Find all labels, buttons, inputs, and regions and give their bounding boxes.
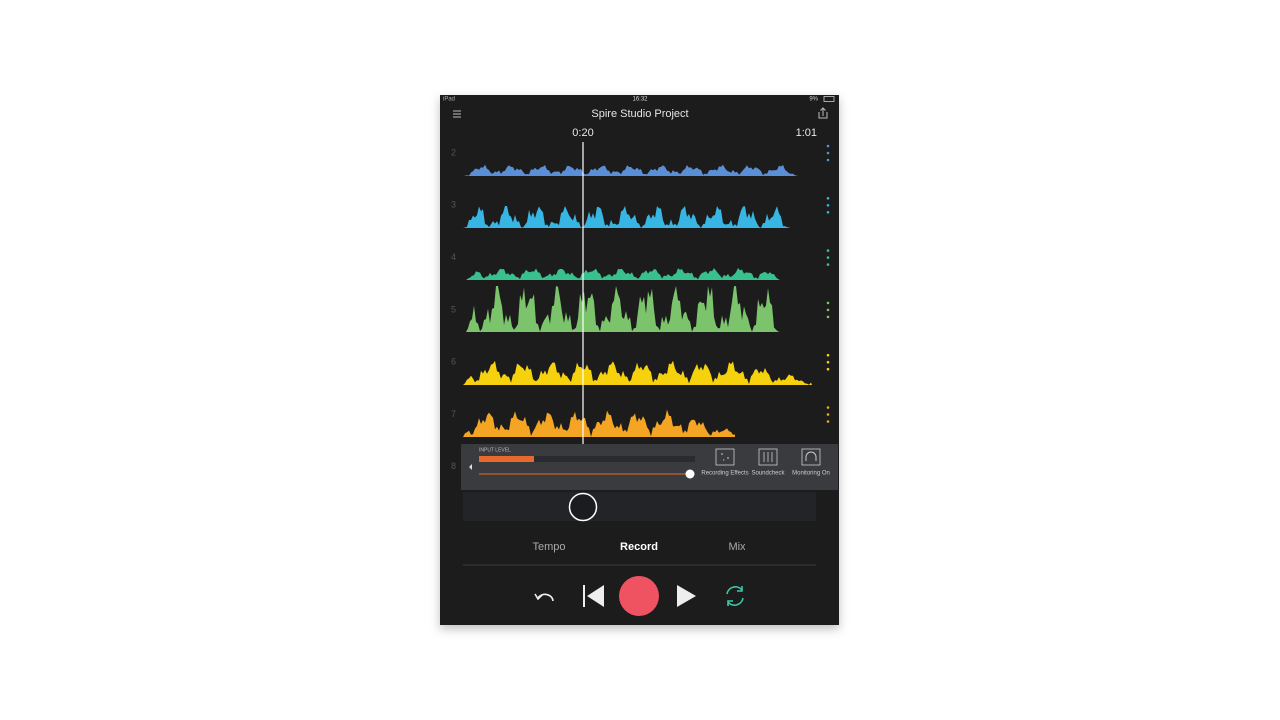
button-label: Recording Effects: [701, 471, 748, 477]
button-label: Monitoring On: [792, 471, 830, 477]
track-menu-dot: [826, 315, 830, 319]
track-menu-dot: [826, 204, 830, 207]
soundcheck-button[interactable]: Soundcheck: [751, 448, 786, 477]
track-menu-dot: [826, 151, 830, 155]
waveform: [463, 360, 812, 385]
track-number: 4: [451, 252, 456, 262]
gain-slider-knob[interactable]: [685, 469, 695, 479]
share-button[interactable]: [818, 107, 828, 119]
scrub-handle[interactable]: [568, 492, 598, 522]
current-time: 0:20: [572, 127, 593, 139]
track-menu-dot: [826, 420, 830, 423]
button-label: Soundcheck: [751, 471, 785, 477]
track-menu-dot: [826, 301, 830, 305]
track-menu-dot: [826, 353, 830, 357]
panel-collapse[interactable]: [469, 464, 472, 470]
track-menu-dot: [826, 263, 830, 266]
waveform: [466, 268, 780, 280]
track-menu-dot: [826, 158, 830, 162]
track-menu-dot: [826, 197, 830, 200]
track-number: 5: [451, 304, 456, 314]
play-button[interactable]: [677, 585, 696, 607]
track-number: 3: [451, 200, 456, 210]
status-time: 16:32: [632, 97, 648, 103]
device-screen: [440, 95, 839, 625]
end-time: 1:01: [796, 127, 817, 139]
track-number: 7: [451, 409, 456, 419]
loop-button[interactable]: [726, 586, 744, 606]
track-menu-dot: [826, 308, 830, 312]
input-level-track: [479, 456, 695, 462]
monitoring-button[interactable]: Monitoring On: [792, 448, 830, 477]
track-menu-dot: [826, 406, 830, 409]
tab-tempo[interactable]: Tempo: [532, 541, 565, 553]
track-menu-dot: [826, 367, 830, 371]
undo-button[interactable]: [534, 593, 554, 602]
track-menu-dot: [826, 256, 830, 259]
track-number: 6: [451, 357, 456, 367]
input-level-label: INPUT LEVEL: [479, 447, 511, 453]
project-title: Spire Studio Project: [591, 108, 688, 120]
waveform: [463, 206, 790, 228]
menu-button[interactable]: [453, 110, 461, 118]
tab-mix[interactable]: Mix: [728, 541, 746, 553]
record-button[interactable]: [619, 576, 659, 616]
scrub-strip: [463, 492, 816, 521]
track-area: 2 3 4 5 6 7 8: [451, 144, 830, 471]
track-menu-dot: [826, 360, 830, 364]
recording-effects-button[interactable]: Recording Effects: [701, 448, 749, 477]
track-number: 2: [451, 147, 456, 157]
input-panel: [461, 444, 838, 490]
waveform: [463, 409, 735, 437]
track-number: 8: [451, 461, 456, 471]
battery-icon: [823, 96, 835, 102]
waveform: [466, 286, 780, 332]
input-level-meter: [479, 456, 534, 462]
status-device: iPad: [443, 97, 455, 103]
tab-record[interactable]: Record: [620, 541, 658, 553]
track-menu-dot: [826, 144, 830, 148]
track-menu-dot: [826, 413, 830, 416]
track-menu-dot: [826, 211, 830, 214]
rewind-button[interactable]: [583, 585, 604, 607]
status-battery: 9%: [809, 97, 818, 103]
track-menu-dot: [826, 249, 830, 252]
waveform: [463, 164, 798, 176]
